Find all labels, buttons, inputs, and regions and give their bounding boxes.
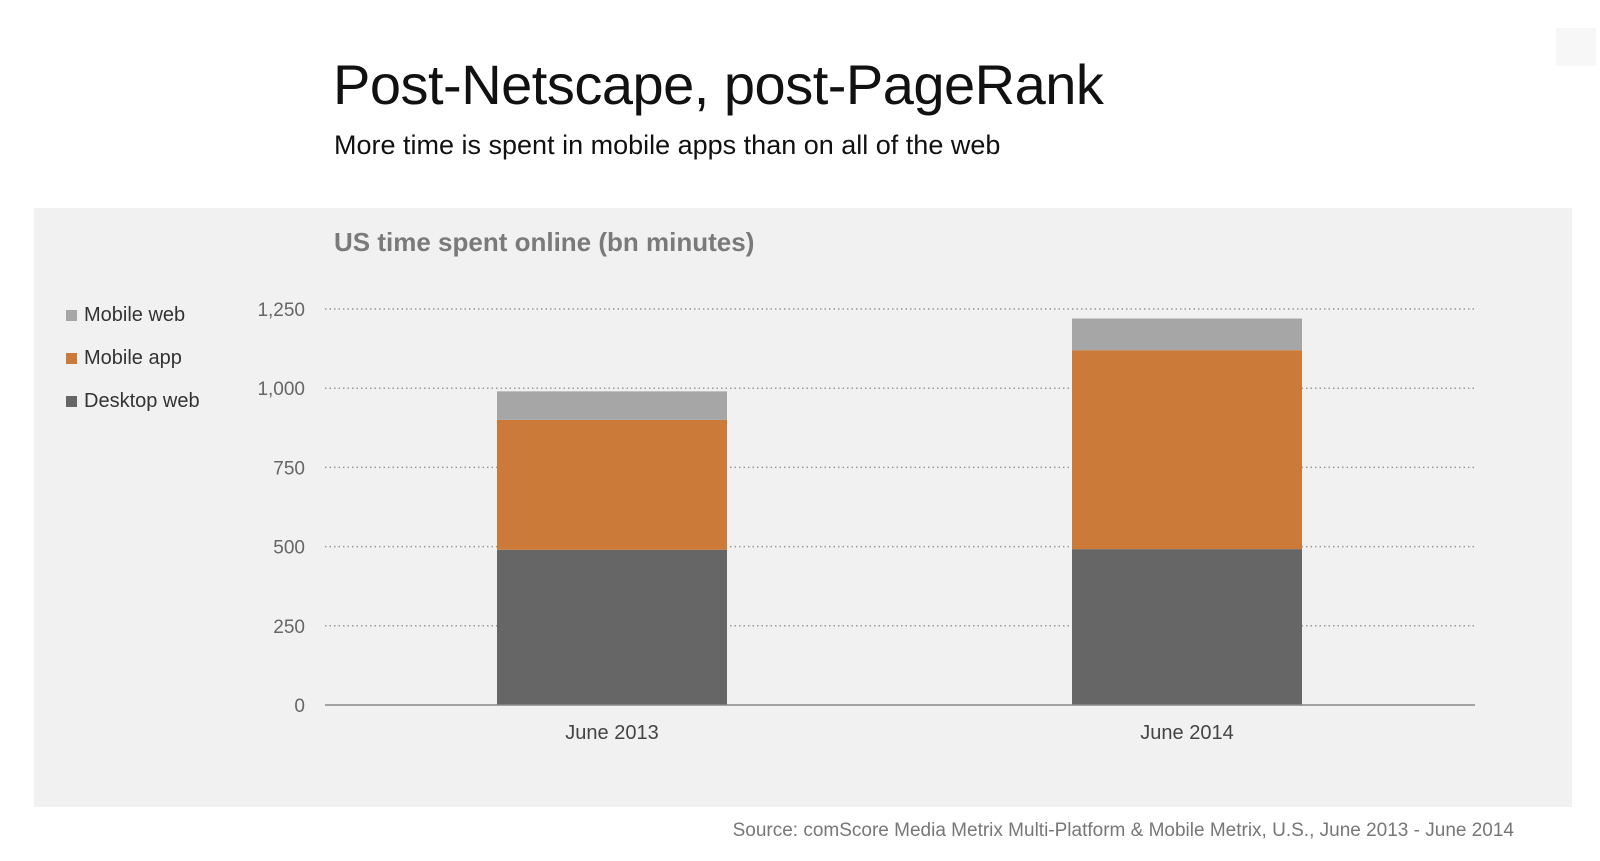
y-tick-label: 750 <box>273 458 305 479</box>
chart-title: US time spent online (bn minutes) <box>334 227 754 257</box>
bar-segment-mobile-web <box>1072 318 1302 351</box>
source-note: Source: comScore Media Metrix Multi-Plat… <box>732 820 1514 841</box>
legend-label: Mobile web <box>84 304 186 326</box>
y-tick-label: 0 <box>294 696 305 717</box>
legend-label: Desktop web <box>84 390 200 412</box>
legend-swatch <box>66 310 77 321</box>
bar-segment-mobile-app <box>497 419 727 550</box>
y-tick-label: 500 <box>273 538 305 559</box>
bars <box>497 318 1302 705</box>
x-axis-labels: June 2013 June 2014 <box>565 722 1233 744</box>
legend-swatch <box>66 353 77 364</box>
legend-label: Mobile app <box>84 347 182 369</box>
slide-title: Post-Netscape, post-PageRank <box>333 53 1104 116</box>
chart-panel: US time spent online (bn minutes) 0 250 50… <box>34 208 1572 807</box>
legend-item: Mobile app <box>66 347 200 369</box>
y-tick-label: 250 <box>273 617 305 638</box>
slide-subtitle: More time is spent in mobile apps than o… <box>334 130 1001 160</box>
bar-segment-desktop-web <box>1072 549 1302 705</box>
legend-item: Mobile web <box>66 304 200 326</box>
legend: Mobile web Mobile app Desktop web <box>66 304 200 434</box>
bar-segment-mobile-app <box>1072 350 1302 550</box>
bar-segment-mobile-web <box>497 391 727 420</box>
legend-swatch <box>66 396 77 407</box>
y-tick-label: 1,000 <box>257 379 305 400</box>
x-tick-label: June 2014 <box>1140 722 1233 744</box>
bar-segment-desktop-web <box>497 549 727 705</box>
legend-item: Desktop web <box>66 390 200 412</box>
stacked-bar-chart: US time spent online (bn minutes) 0 250 50… <box>257 227 1475 744</box>
y-tick-label: 1,250 <box>257 300 305 321</box>
x-tick-label: June 2013 <box>565 722 658 744</box>
y-axis-ticks: 0 250 500 750 1,000 1,250 <box>257 300 305 717</box>
corner-mark <box>1556 28 1596 66</box>
